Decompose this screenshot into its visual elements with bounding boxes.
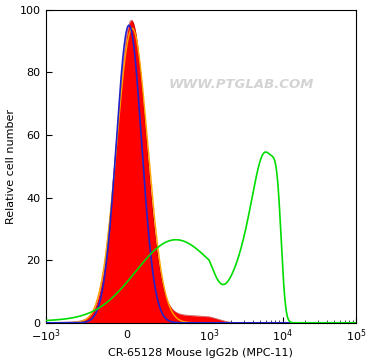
X-axis label: CR-65128 Mouse IgG2b (MPC-11): CR-65128 Mouse IgG2b (MPC-11) (109, 348, 294, 359)
Y-axis label: Relative cell number: Relative cell number (6, 109, 16, 224)
Text: WWW.PTGLAB.COM: WWW.PTGLAB.COM (169, 78, 314, 91)
